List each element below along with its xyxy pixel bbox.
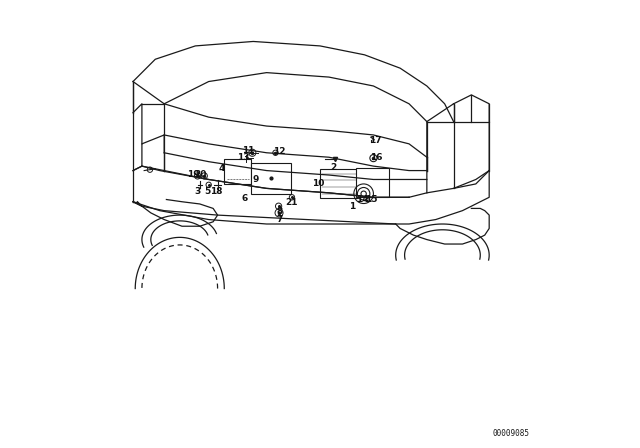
Text: 19: 19 bbox=[188, 170, 200, 179]
Text: 5: 5 bbox=[204, 187, 210, 196]
Text: 2: 2 bbox=[330, 163, 337, 172]
Text: 14: 14 bbox=[356, 195, 369, 204]
Text: 9: 9 bbox=[252, 175, 259, 184]
Text: 4: 4 bbox=[219, 164, 225, 173]
Text: 18: 18 bbox=[211, 187, 223, 196]
Text: 10: 10 bbox=[312, 180, 324, 189]
Bar bbox=[356, 168, 389, 197]
Text: 00009085: 00009085 bbox=[492, 429, 529, 438]
Text: 11: 11 bbox=[242, 146, 254, 155]
Text: 20: 20 bbox=[195, 170, 207, 179]
Bar bbox=[320, 169, 358, 198]
Text: 16: 16 bbox=[371, 153, 383, 162]
Bar bbox=[251, 163, 291, 194]
Text: 21: 21 bbox=[285, 198, 298, 207]
Text: 15: 15 bbox=[365, 195, 378, 204]
Text: 13: 13 bbox=[237, 153, 250, 162]
Text: 6: 6 bbox=[241, 194, 248, 202]
Text: 8: 8 bbox=[277, 207, 283, 216]
Text: 17: 17 bbox=[369, 136, 382, 145]
FancyBboxPatch shape bbox=[224, 159, 251, 184]
Text: 1: 1 bbox=[349, 202, 356, 211]
Text: 3: 3 bbox=[195, 187, 201, 196]
Text: 12: 12 bbox=[273, 147, 285, 156]
Text: 7: 7 bbox=[276, 215, 283, 224]
